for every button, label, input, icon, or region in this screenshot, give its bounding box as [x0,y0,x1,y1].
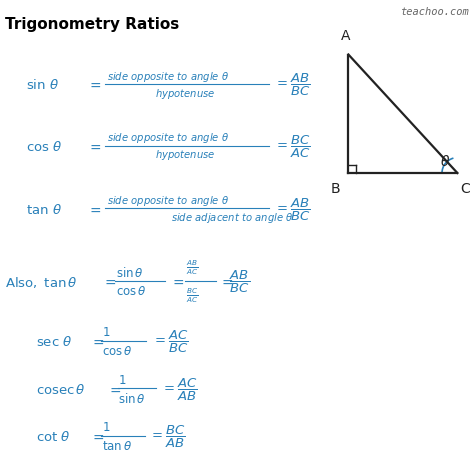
Text: $=\dfrac{BC}{AC}$: $=\dfrac{BC}{AC}$ [274,134,310,160]
Text: $\sin\theta$: $\sin\theta$ [118,392,145,406]
Text: $=$: $=$ [87,202,101,217]
Text: C: C [460,182,470,197]
Text: B: B [331,182,340,197]
Text: $\mathit{side\ opposite\ to\ angle\ \theta}$: $\mathit{side\ opposite\ to\ angle\ \the… [107,194,229,208]
Text: $=$: $=$ [87,140,101,154]
Text: $=$: $=$ [87,78,101,92]
Text: $\frac{AB}{AC}$: $\frac{AB}{AC}$ [186,259,199,277]
Text: $=$: $=$ [102,275,117,289]
Text: Trigonometry Ratios: Trigonometry Ratios [5,17,179,32]
Text: $\mathit{side\ adjacent\ to\ angle\ \theta}$: $\mathit{side\ adjacent\ to\ angle\ \the… [171,211,293,225]
Text: $\mathrm{cosec}\,\theta$: $\mathrm{cosec}\,\theta$ [36,383,85,397]
Text: $=$: $=$ [107,383,121,397]
Text: $\cot\,\theta$: $\cot\,\theta$ [36,430,70,444]
Text: $\sin\,\theta$: $\sin\,\theta$ [26,78,59,92]
Text: $\frac{BC}{AC}$: $\frac{BC}{AC}$ [186,287,199,305]
Text: $1$: $1$ [102,326,110,339]
Text: $\mathrm{Also,\ tan}\,\theta$: $\mathrm{Also,\ tan}\,\theta$ [5,274,77,290]
Text: $=\dfrac{AB}{BC}$: $=\dfrac{AB}{BC}$ [274,196,310,223]
Text: $=\dfrac{AC}{AB}$: $=\dfrac{AC}{AB}$ [161,376,198,403]
Text: $\mathit{hypotenuse}$: $\mathit{hypotenuse}$ [155,87,215,101]
Text: $=$: $=$ [90,335,105,349]
Text: $\mathit{hypotenuse}$: $\mathit{hypotenuse}$ [155,148,215,163]
Text: $=\dfrac{AC}{BC}$: $=\dfrac{AC}{BC}$ [152,329,188,356]
Text: $=\dfrac{BC}{AB}$: $=\dfrac{BC}{AB}$ [149,424,186,450]
Text: teachoo.com: teachoo.com [401,7,469,17]
Text: $\theta$: $\theta$ [440,154,451,169]
Text: $=$: $=$ [219,275,234,289]
Text: $\mathit{side\ opposite\ to\ angle\ \theta}$: $\mathit{side\ opposite\ to\ angle\ \the… [107,70,229,84]
Text: $\dfrac{AB}{BC}$: $\dfrac{AB}{BC}$ [229,269,250,295]
Text: $\mathit{side\ opposite\ to\ angle\ \theta}$: $\mathit{side\ opposite\ to\ angle\ \the… [107,131,229,146]
Text: $\cos\,\theta$: $\cos\,\theta$ [26,140,63,154]
Text: $\tan\,\theta$: $\tan\,\theta$ [26,202,62,217]
Text: $1$: $1$ [102,421,110,434]
Text: $\cos\theta$: $\cos\theta$ [102,345,133,358]
Text: $\sec\,\theta$: $\sec\,\theta$ [36,335,72,349]
Text: $\sin\theta$: $\sin\theta$ [116,265,144,280]
Text: $\tan\theta$: $\tan\theta$ [102,440,132,453]
Text: $=\dfrac{AB}{BC}$: $=\dfrac{AB}{BC}$ [274,72,310,99]
Text: $=$: $=$ [170,275,184,289]
Text: $1$: $1$ [118,374,127,387]
Text: A: A [341,28,351,43]
Text: $=$: $=$ [90,430,105,444]
Text: $\cos\theta$: $\cos\theta$ [116,285,147,298]
